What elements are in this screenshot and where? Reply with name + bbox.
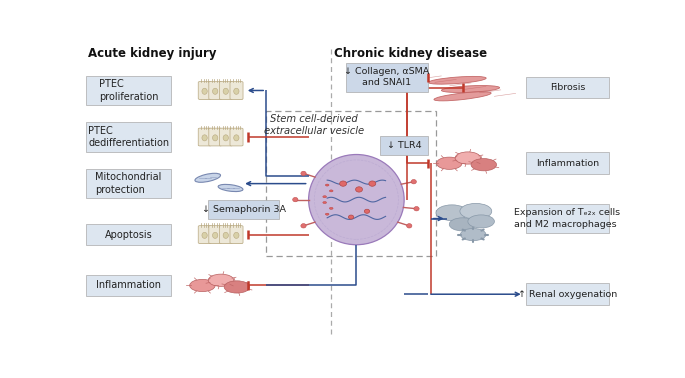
Text: Inflammation: Inflammation [536, 159, 599, 168]
Ellipse shape [369, 181, 376, 186]
Ellipse shape [202, 88, 208, 94]
FancyBboxPatch shape [209, 226, 222, 243]
FancyBboxPatch shape [230, 128, 243, 146]
Text: Mitochondrial
protection: Mitochondrial protection [95, 172, 162, 195]
Ellipse shape [325, 184, 329, 186]
Text: ↓ Collagen, αSMA
and SNAI1: ↓ Collagen, αSMA and SNAI1 [345, 67, 429, 87]
FancyBboxPatch shape [86, 169, 171, 198]
Text: PTEC
proliferation: PTEC proliferation [99, 79, 158, 102]
Text: ↑ Renal oxygenation: ↑ Renal oxygenation [518, 290, 617, 299]
FancyBboxPatch shape [86, 76, 171, 105]
FancyBboxPatch shape [380, 136, 428, 155]
FancyBboxPatch shape [199, 242, 243, 244]
Ellipse shape [212, 135, 218, 141]
FancyBboxPatch shape [230, 82, 243, 99]
Ellipse shape [471, 159, 497, 171]
Ellipse shape [292, 197, 298, 202]
Text: Expansion of Tₑ₂ₓ cells
and M2 macrophages: Expansion of Tₑ₂ₓ cells and M2 macrophag… [514, 209, 621, 229]
FancyBboxPatch shape [209, 128, 222, 146]
FancyBboxPatch shape [526, 152, 608, 174]
Ellipse shape [441, 85, 499, 93]
Text: Chronic kidney disease: Chronic kidney disease [334, 47, 486, 60]
Ellipse shape [301, 224, 306, 228]
Ellipse shape [414, 206, 419, 211]
Ellipse shape [308, 155, 404, 245]
Ellipse shape [449, 218, 476, 231]
Ellipse shape [356, 187, 362, 192]
Ellipse shape [455, 152, 481, 164]
Ellipse shape [234, 88, 239, 94]
FancyBboxPatch shape [86, 274, 171, 296]
Ellipse shape [329, 208, 333, 209]
Ellipse shape [349, 215, 353, 219]
Text: Acute kidney injury: Acute kidney injury [88, 47, 216, 60]
Ellipse shape [223, 88, 228, 94]
FancyBboxPatch shape [86, 122, 171, 152]
Text: Stem cell-derived
extracellular vesicle: Stem cell-derived extracellular vesicle [264, 114, 364, 136]
Ellipse shape [212, 232, 218, 239]
Ellipse shape [223, 135, 228, 141]
FancyBboxPatch shape [219, 128, 232, 146]
Ellipse shape [460, 228, 486, 241]
FancyBboxPatch shape [208, 200, 279, 219]
Ellipse shape [223, 232, 228, 239]
Ellipse shape [212, 88, 218, 94]
FancyBboxPatch shape [199, 144, 243, 146]
Ellipse shape [428, 76, 486, 84]
FancyBboxPatch shape [199, 98, 243, 100]
Ellipse shape [218, 184, 243, 192]
FancyBboxPatch shape [346, 63, 428, 92]
FancyBboxPatch shape [219, 82, 232, 99]
Text: Apoptosis: Apoptosis [105, 229, 153, 240]
Ellipse shape [460, 203, 492, 219]
Ellipse shape [323, 201, 327, 203]
Ellipse shape [202, 135, 208, 141]
FancyBboxPatch shape [219, 226, 232, 243]
Ellipse shape [436, 205, 468, 221]
Ellipse shape [234, 135, 239, 141]
FancyBboxPatch shape [86, 224, 171, 245]
Text: Fibrosis: Fibrosis [549, 83, 585, 92]
Ellipse shape [436, 157, 462, 169]
FancyBboxPatch shape [526, 283, 608, 305]
Ellipse shape [301, 171, 306, 176]
Ellipse shape [195, 173, 221, 182]
Text: Inflammation: Inflammation [96, 280, 161, 290]
Ellipse shape [190, 279, 215, 291]
Ellipse shape [340, 181, 347, 186]
Text: ↓ Semaphorin 3A: ↓ Semaphorin 3A [201, 205, 286, 214]
Ellipse shape [411, 180, 416, 184]
Ellipse shape [323, 196, 327, 198]
Ellipse shape [364, 209, 370, 213]
FancyBboxPatch shape [230, 226, 243, 243]
FancyBboxPatch shape [198, 82, 211, 99]
Ellipse shape [468, 215, 495, 228]
Ellipse shape [234, 232, 239, 239]
Ellipse shape [224, 281, 249, 293]
Ellipse shape [325, 213, 329, 215]
FancyBboxPatch shape [526, 204, 608, 233]
Ellipse shape [329, 190, 333, 192]
FancyBboxPatch shape [198, 226, 211, 243]
Text: PTEC
dedifferentiation: PTEC dedifferentiation [88, 126, 169, 148]
Ellipse shape [208, 274, 234, 287]
Text: ↓ TLR4: ↓ TLR4 [387, 141, 421, 150]
Ellipse shape [407, 224, 412, 228]
Ellipse shape [434, 92, 491, 101]
FancyBboxPatch shape [209, 82, 222, 99]
FancyBboxPatch shape [198, 128, 211, 146]
Ellipse shape [202, 232, 208, 239]
FancyBboxPatch shape [526, 77, 608, 99]
